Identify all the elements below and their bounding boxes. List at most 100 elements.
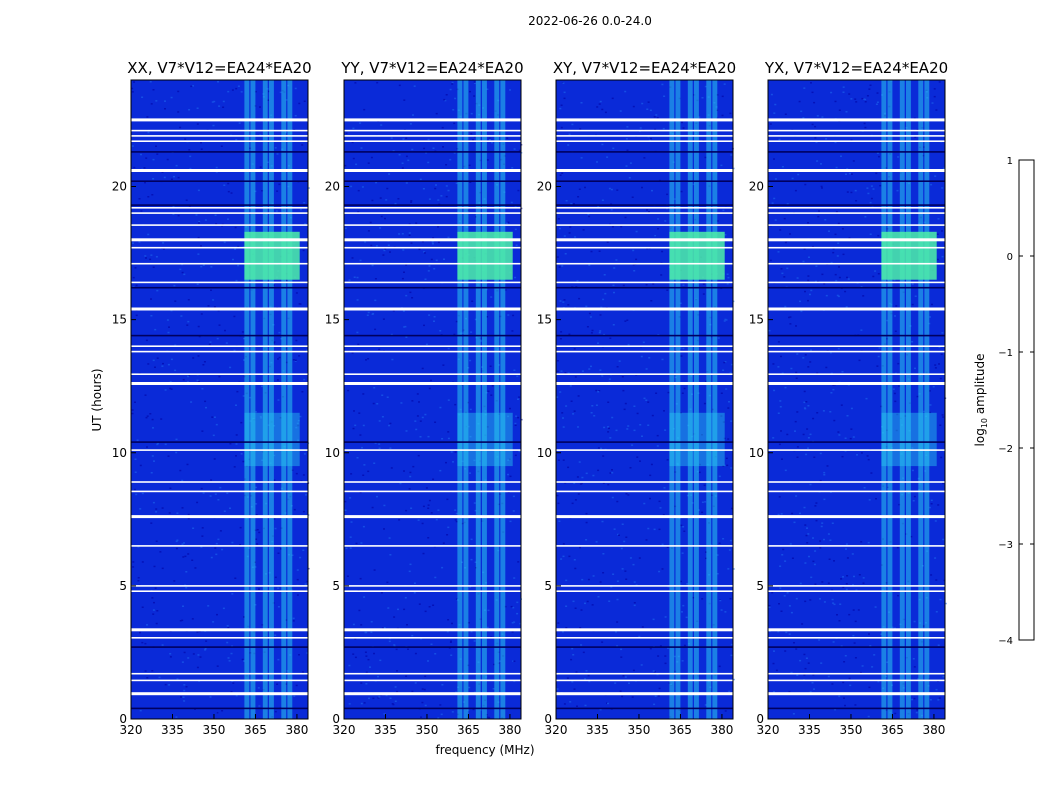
colorbar: −4 −3 −2 −1 0 1	[998, 156, 1035, 647]
flagged-row	[768, 129, 945, 132]
y-tick-label: 10	[749, 446, 764, 460]
flagged-row	[768, 224, 945, 226]
rfi-stripe	[706, 80, 712, 719]
panel-background	[768, 80, 945, 719]
flagged-row	[768, 238, 945, 242]
flagged-row	[131, 118, 308, 122]
flagged-row	[344, 135, 521, 137]
flagged-row	[131, 350, 308, 353]
flagged-row	[768, 262, 945, 265]
flagged-row	[344, 350, 521, 353]
flagged-row	[768, 307, 945, 311]
x-tick-label: 380	[498, 723, 521, 737]
flagged-row	[768, 692, 945, 696]
flagged-row	[556, 212, 733, 214]
rfi-stripe	[669, 80, 675, 719]
flagged-row	[131, 262, 308, 265]
flagged-row	[344, 449, 521, 451]
flagged-row	[556, 545, 733, 547]
flagged-row	[768, 135, 945, 137]
dark-row	[344, 204, 521, 206]
flagged-row	[131, 224, 308, 226]
flagged-row	[344, 207, 521, 209]
rfi-stripe	[250, 80, 256, 719]
rfi-secondary-region	[669, 412, 725, 467]
flagged-row	[344, 637, 521, 639]
rfi-band	[669, 80, 725, 719]
flagged-row	[344, 307, 521, 311]
flagged-row	[131, 140, 308, 142]
rfi-stripe	[887, 80, 893, 719]
flagged-row	[131, 281, 308, 284]
flagged-row	[556, 628, 733, 632]
rfi-stripe	[712, 80, 718, 719]
rfi-stripe	[675, 80, 681, 719]
flagged-row	[556, 307, 733, 311]
flagged-row	[556, 246, 733, 249]
colorbar-tick-label: −1	[998, 348, 1013, 359]
flagged-row	[131, 169, 308, 172]
flagged-row	[344, 224, 521, 226]
flagged-row	[556, 135, 733, 137]
flagged-row	[344, 373, 521, 375]
figure-title: 2022-06-26 0.0-24.0	[528, 14, 652, 28]
panel-background	[344, 80, 521, 719]
x-tick-label: 335	[798, 723, 821, 737]
y-tick-label: 5	[119, 579, 127, 593]
dark-row	[131, 441, 308, 443]
flagged-row	[556, 373, 733, 375]
flagged-row	[131, 515, 308, 519]
flagged-row	[556, 140, 733, 142]
y-tick-label: 20	[325, 180, 340, 194]
colorbar-tick-label: −2	[998, 444, 1013, 455]
flagged-row	[344, 246, 521, 249]
panel-1: 320 335 350 365 380 0 5 10 15 20 XX, V7*V12=EA24*E…	[112, 59, 312, 737]
x-tick-label: 320	[545, 723, 568, 737]
y-tick-label: 20	[537, 180, 552, 194]
flagged-row	[344, 345, 521, 347]
rfi-band	[881, 80, 937, 719]
dark-row	[344, 151, 521, 153]
panel-frame	[130, 79, 309, 720]
flagged-row	[556, 281, 733, 284]
dark-row	[344, 334, 521, 337]
dark-row	[556, 151, 733, 153]
flagged-row	[768, 207, 945, 209]
rfi-stripe	[463, 80, 469, 719]
x-tick-label: 350	[628, 723, 651, 737]
colorbar-tick-label: −4	[998, 636, 1013, 647]
flagged-row	[768, 350, 945, 353]
y-tick-label: 20	[749, 180, 764, 194]
x-tick-label: 350	[203, 723, 226, 737]
y-tick-label: 20	[112, 180, 127, 194]
flagged-row	[131, 449, 308, 451]
rfi-stripe	[287, 80, 293, 719]
panel-3: 320 335 350 365 380 0 5 10 15 20 XY, V7*V12=EA24*E…	[537, 59, 736, 737]
dark-row	[556, 334, 733, 337]
dark-row	[344, 180, 521, 182]
dark-row	[131, 180, 308, 182]
x-tick-label: 365	[881, 723, 904, 737]
dark-row	[768, 646, 945, 648]
rfi-stripe	[482, 80, 487, 719]
x-tick-label: 335	[586, 723, 609, 737]
dark-row	[131, 286, 308, 289]
flagged-row	[344, 692, 521, 696]
x-tick-label: 320	[333, 723, 356, 737]
panel-frame	[555, 79, 734, 720]
rfi-stripe	[244, 80, 250, 719]
dark-row	[556, 707, 733, 710]
dark-row	[768, 204, 945, 206]
flagged-row	[131, 679, 308, 682]
flagged-row	[131, 628, 308, 632]
colorbar-gradient	[1018, 159, 1035, 641]
dark-row	[131, 334, 308, 337]
dark-row	[131, 151, 308, 153]
dark-row	[556, 180, 733, 182]
flagged-row	[556, 169, 733, 172]
x-tick-label: 350	[840, 723, 863, 737]
flagged-row	[768, 140, 945, 142]
dark-row	[768, 151, 945, 153]
